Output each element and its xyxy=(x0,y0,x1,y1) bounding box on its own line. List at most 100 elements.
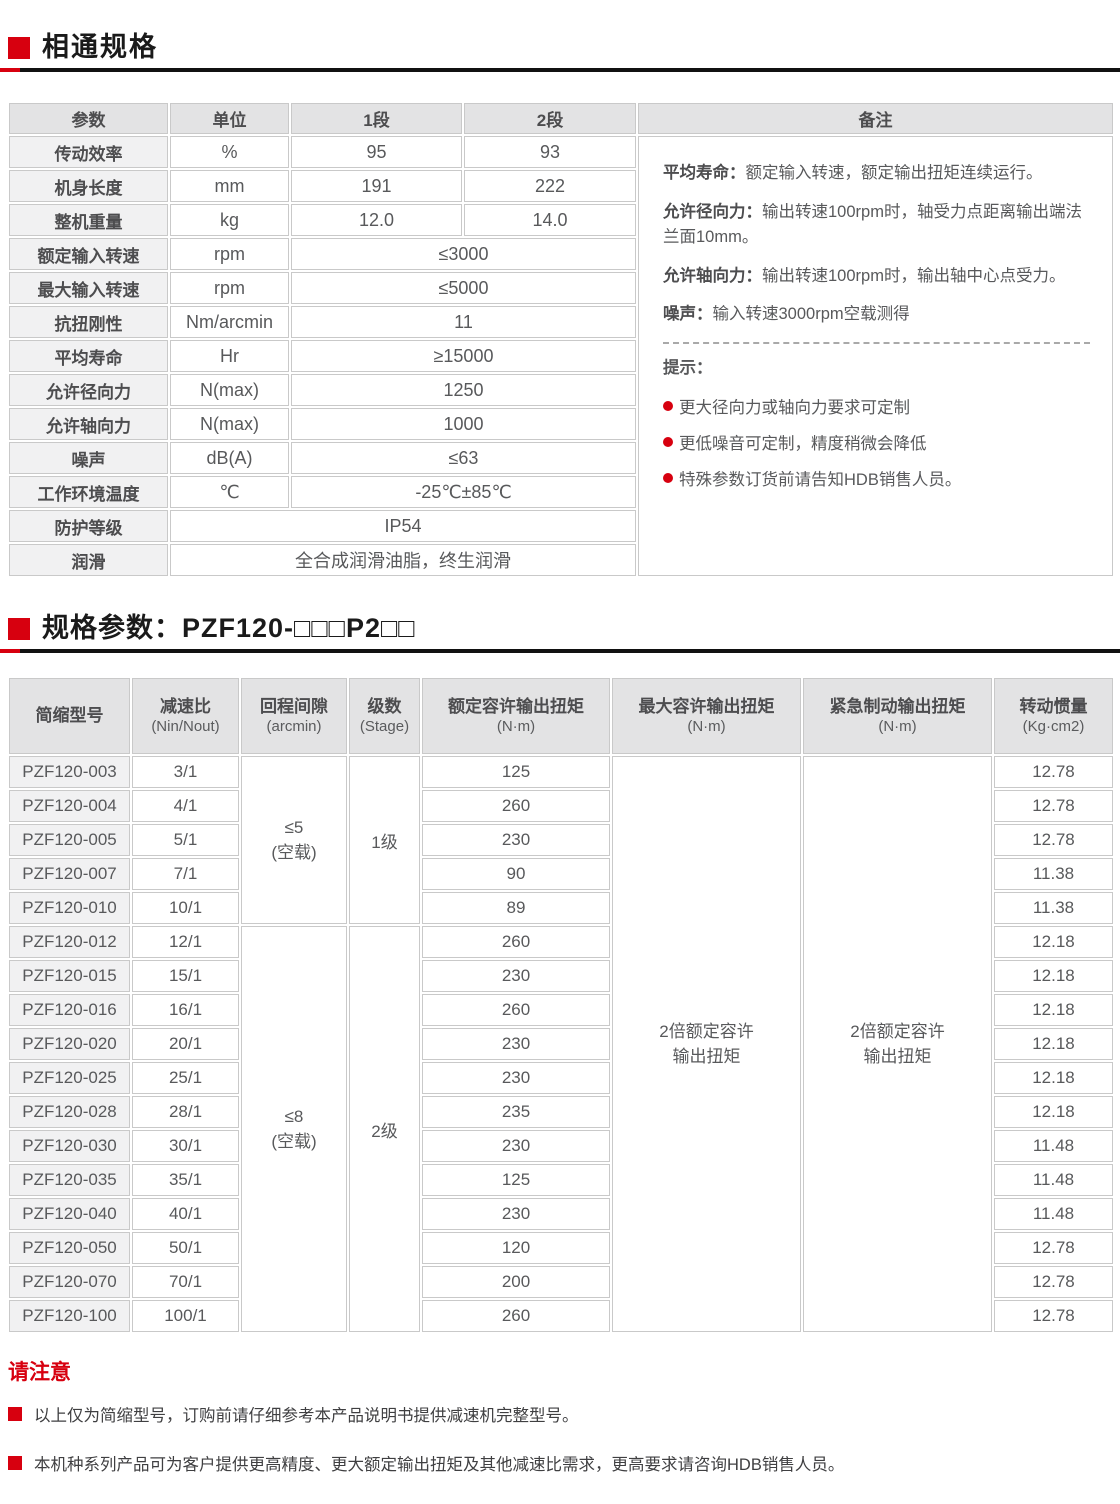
model-row: PZF120-015 15/1 230 12.18 xyxy=(9,960,1113,992)
param-value-span: 1000 xyxy=(291,408,636,440)
brake-torque-span-cell: 2倍额定容许 输出扭矩 xyxy=(803,756,992,1332)
note-item: 以上仅为简缩型号，订购前请仔细参考本产品说明书提供减速机完整型号。 xyxy=(8,1402,1120,1426)
torque-cell: 260 xyxy=(422,1300,610,1332)
section1-rule xyxy=(0,68,1120,72)
param-unit: ℃ xyxy=(170,476,289,508)
model-cell: PZF120-004 xyxy=(9,790,130,822)
model-cell: PZF120-007 xyxy=(9,858,130,890)
model-row: PZF120-035 35/1 125 11.48 xyxy=(9,1164,1113,1196)
param-value-2: 14.0 xyxy=(464,204,636,236)
spec-row: 平均寿命 Hr ≥15000 xyxy=(9,340,1113,372)
section2-rule xyxy=(0,649,1120,653)
backlash-group2-cell: ≤8 (空载) xyxy=(241,926,347,1332)
param-label: 防护等级 xyxy=(9,510,168,542)
tip-item: 更低噪音可定制，精度稍微会降低 xyxy=(663,430,1090,454)
ratio-cell: 20/1 xyxy=(132,1028,239,1060)
spec-row: 最大输入转速 rpm ≤5000 xyxy=(9,272,1113,304)
spec-row: 防护等级 IP54 xyxy=(9,510,1113,542)
param-label: 润滑 xyxy=(9,544,168,576)
remark-item: 平均寿命：额定输入转速，额定输出扭矩连续运行。 xyxy=(663,164,1043,182)
param-value-span: ≥15000 xyxy=(291,340,636,372)
ratio-cell: 100/1 xyxy=(132,1300,239,1332)
tip-item: 更大径向力或轴向力要求可定制 xyxy=(663,394,1090,418)
bullet-dot-icon xyxy=(663,437,673,448)
tip-item: 特殊参数订货前请告知HDB销售人员。 xyxy=(663,466,1090,490)
col-brake-torque: 紧急制动输出扭矩 (N·m) xyxy=(803,678,992,754)
model-cell: PZF120-012 xyxy=(9,926,130,958)
inertia-cell: 12.18 xyxy=(994,1096,1113,1128)
section2-title: 规格参数：PZF120-□□□P2□□ xyxy=(42,613,416,643)
torque-cell: 230 xyxy=(422,1062,610,1094)
ratio-cell: 30/1 xyxy=(132,1130,239,1162)
model-cell: PZF120-030 xyxy=(9,1130,130,1162)
col-stage2: 2段 xyxy=(464,103,636,134)
ratio-cell: 70/1 xyxy=(132,1266,239,1298)
model-row: PZF120-005 5/1 230 12.78 xyxy=(9,824,1113,856)
model-cell: PZF120-035 xyxy=(9,1164,130,1196)
param-unit: Nm/arcmin xyxy=(170,306,289,338)
inertia-cell: 12.18 xyxy=(994,1062,1113,1094)
torque-cell: 90 xyxy=(422,858,610,890)
model-cell: PZF120-025 xyxy=(9,1062,130,1094)
bullet-dot-icon xyxy=(663,473,673,484)
param-unit: kg xyxy=(170,204,289,236)
model-row: PZF120-030 30/1 230 11.48 xyxy=(9,1130,1113,1162)
model-cell: PZF120-050 xyxy=(9,1232,130,1264)
param-unit: rpm xyxy=(170,272,289,304)
bullet-dot-icon xyxy=(663,401,673,412)
common-spec-table: 参数 单位 1段 2段 备注 传动效率 % 95 93 平均寿命：额定输入转速，… xyxy=(7,101,1115,578)
torque-cell: 89 xyxy=(422,892,610,924)
inertia-cell: 12.78 xyxy=(994,1266,1113,1298)
spec-row: 抗扭刚性 Nm/arcmin 11 xyxy=(9,306,1113,338)
param-label: 整机重量 xyxy=(9,204,168,236)
param-unit: rpm xyxy=(170,238,289,270)
remarks-cell: 平均寿命：额定输入转速，额定输出扭矩连续运行。 允许径向力：输出转速100rpm… xyxy=(638,136,1113,576)
ratio-cell: 12/1 xyxy=(132,926,239,958)
param-unit: Hr xyxy=(170,340,289,372)
param-value-span: 11 xyxy=(291,306,636,338)
torque-cell: 260 xyxy=(422,994,610,1026)
ratio-cell: 40/1 xyxy=(132,1198,239,1230)
inertia-cell: 12.78 xyxy=(994,824,1113,856)
inertia-cell: 12.18 xyxy=(994,994,1113,1026)
model-header-row: 简缩型号 减速比 (Nin/Nout) 回程间隙 (arcmin) 级数 (Stage… xyxy=(9,678,1113,754)
col-rated-torque: 额定容许输出扭矩 (N·m) xyxy=(422,678,610,754)
ratio-cell: 28/1 xyxy=(132,1096,239,1128)
param-unit: % xyxy=(170,136,289,168)
inertia-cell: 11.48 xyxy=(994,1130,1113,1162)
inertia-cell: 12.78 xyxy=(994,1300,1113,1332)
torque-cell: 125 xyxy=(422,1164,610,1196)
col-backlash: 回程间隙 (arcmin) xyxy=(241,678,347,754)
ratio-cell: 4/1 xyxy=(132,790,239,822)
model-row: PZF120-025 25/1 230 12.18 xyxy=(9,1062,1113,1094)
tips-title: 提示： xyxy=(663,358,713,377)
inertia-cell: 12.78 xyxy=(994,756,1113,788)
ratio-cell: 15/1 xyxy=(132,960,239,992)
model-row: PZF120-012 12/1 ≤8 (空载) 2级 260 12.18 xyxy=(9,926,1113,1332)
torque-cell: 230 xyxy=(422,960,610,992)
notes-title: 请注意 xyxy=(8,1361,71,1384)
stage-group2-cell: 2级 xyxy=(349,926,420,1332)
param-value-1: 95 xyxy=(291,136,462,168)
inertia-cell: 11.48 xyxy=(994,1198,1113,1230)
remark-item: 允许径向力：输出转速100rpm时，轴受力点距离输出端法兰面10mm。 xyxy=(663,202,1082,247)
inertia-cell: 12.78 xyxy=(994,1232,1113,1264)
model-cell: PZF120-100 xyxy=(9,1300,130,1332)
param-label: 噪声 xyxy=(9,442,168,474)
spec-row: 工作环境温度 ℃ -25℃±85℃ xyxy=(9,476,1113,508)
model-cell: PZF120-015 xyxy=(9,960,130,992)
param-unit: N(max) xyxy=(170,374,289,406)
param-unit: N(max) xyxy=(170,408,289,440)
model-row: PZF120-007 7/1 90 11.38 xyxy=(9,858,1113,890)
torque-cell: 260 xyxy=(422,926,610,958)
model-row: PZF120-010 10/1 89 11.38 xyxy=(9,892,1113,924)
inertia-cell: 12.18 xyxy=(994,960,1113,992)
torque-cell: 120 xyxy=(422,1232,610,1264)
inertia-cell: 12.18 xyxy=(994,1028,1113,1060)
col-ratio: 减速比 (Nin/Nout) xyxy=(132,678,239,754)
model-row: PZF120-100 100/1 260 12.78 xyxy=(9,1300,1113,1332)
param-label: 允许径向力 xyxy=(9,374,168,406)
stage-group1-cell: 1级 xyxy=(349,756,420,924)
torque-cell: 200 xyxy=(422,1266,610,1298)
